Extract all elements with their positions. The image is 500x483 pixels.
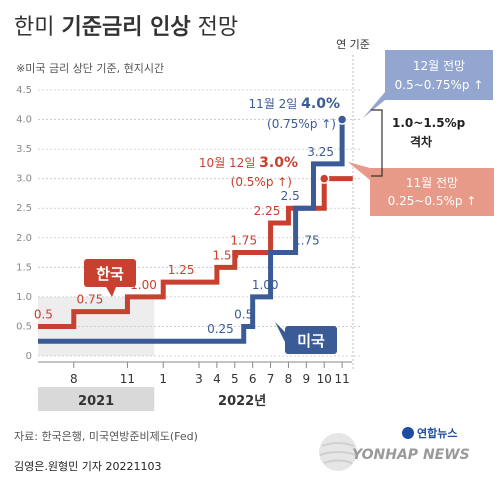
year-label: 2022년 xyxy=(218,394,266,409)
value-label: 0.25 xyxy=(207,322,234,336)
kr-oct-change: (0.5%p ↑) xyxy=(231,175,292,189)
series-endpoint-korea xyxy=(318,173,330,184)
gap-bracket xyxy=(371,109,383,177)
source-note: 자료: 한국은행, 미국연방준비제도(Fed) xyxy=(14,430,198,443)
korea-badge xyxy=(84,259,136,287)
year-basis-label: 연 기준 xyxy=(336,38,370,51)
series-endpoint-us xyxy=(336,114,348,125)
gap-value: 1.0~1.5%p xyxy=(392,116,466,130)
kr-oct-value: 3.0% xyxy=(259,155,298,171)
kr-forecast-line1: 11월 전망 xyxy=(406,176,458,190)
series-line-us xyxy=(38,119,345,344)
kr-oct-date: 10월 12일 xyxy=(199,156,259,170)
y-tick-label: 3.5 xyxy=(16,144,32,155)
korea-badge-label: 한국 xyxy=(96,265,124,283)
value-label: 0.5 xyxy=(234,307,253,321)
value-label: 2.25 xyxy=(254,204,281,218)
kr-forecast-line2: 0.25~0.5%p ↑ xyxy=(388,194,477,208)
x-tick-label: 4 xyxy=(213,372,221,386)
year-band-2021 xyxy=(38,387,155,411)
x-tick-label: 6 xyxy=(249,372,257,386)
y-tick-label: 0.5 xyxy=(16,321,32,332)
subtitle-note: ※미국 금리 상단 기준, 현지시간 xyxy=(16,62,165,75)
value-label: 0.75 xyxy=(77,293,104,307)
us-badge-label: 미국 xyxy=(297,332,325,350)
us-nov-value: 4.0% xyxy=(301,96,340,112)
x-tick-label: 5 xyxy=(231,372,239,386)
logo-mark-icon xyxy=(402,427,414,439)
us-nov-change: (0.75%p ↑) xyxy=(267,117,336,131)
x-tick-label: 3 xyxy=(195,372,203,386)
x-tick-label: 1 xyxy=(159,372,167,386)
gap-caption: 격차 xyxy=(410,134,432,149)
y-tick-label: 1.5 xyxy=(16,262,32,273)
x-tick-label: 7 xyxy=(267,372,275,386)
x-tick-label: 10 xyxy=(317,372,332,386)
kr-forecast-box xyxy=(370,168,494,216)
korea-badge-pointer xyxy=(106,287,116,297)
x-tick-label: 9 xyxy=(303,372,311,386)
us-nov-callout: 11월 2일 4.0% xyxy=(249,96,340,112)
value-label: 1.75 xyxy=(293,234,320,248)
value-label: 3.25 xyxy=(307,145,334,159)
y-tick-label: 3.0 xyxy=(16,174,32,185)
page-title: 한미 기준금리 인상 전망 xyxy=(14,9,238,41)
y-tick-label: 2.0 xyxy=(16,233,32,244)
byline: 김영은.원형민 기자 20221103 xyxy=(14,460,161,473)
value-label: 1.25 xyxy=(168,263,195,277)
value-label: 1.00 xyxy=(130,278,157,292)
value-label: 2.5 xyxy=(281,189,300,203)
kr-oct-callout: 10월 12일 3.0% xyxy=(199,155,298,171)
us-forecast-line1: 12월 전망 xyxy=(413,59,465,73)
x-tick-label: 11 xyxy=(334,372,349,386)
value-label: 0.5 xyxy=(34,307,53,321)
year-label: 2021 xyxy=(78,394,114,409)
logo-globe-lines xyxy=(319,442,357,464)
us-nov-date: 11월 2일 xyxy=(249,97,302,111)
us-forecast-box xyxy=(385,50,493,100)
y-tick-label: 2.5 xyxy=(16,203,32,214)
y-tick-label: 0 xyxy=(26,351,32,362)
x-tick-label: 11 xyxy=(120,372,135,386)
us-badge xyxy=(285,326,337,354)
us-forecast-line2: 0.5~0.75%p ↑ xyxy=(395,78,484,92)
x-tick-label: 8 xyxy=(285,372,293,386)
value-label: 1.75 xyxy=(230,234,257,248)
value-label: 1.00 xyxy=(252,278,279,292)
y-tick-label: 4.0 xyxy=(16,115,32,126)
title-part-2: 전망 xyxy=(190,15,239,40)
us-badge-pointer xyxy=(275,322,285,342)
title-part-bold: 기준금리 인상 xyxy=(61,15,191,40)
x-tick-label: 8 xyxy=(70,372,78,386)
title-part-1: 한미 xyxy=(14,15,62,40)
yonhap-logo: 연합뉴스 YONHAP NEWS xyxy=(319,426,470,471)
value-label: 1.50 xyxy=(212,248,239,262)
us-forecast-pointer xyxy=(363,92,385,118)
y-tick-label: 1.0 xyxy=(16,292,32,303)
y-tick-label: 4.5 xyxy=(16,85,32,96)
kr-forecast-pointer xyxy=(348,162,370,180)
logo-korean: 연합뉴스 xyxy=(417,426,457,440)
logo-english: YONHAP NEWS xyxy=(352,447,470,463)
